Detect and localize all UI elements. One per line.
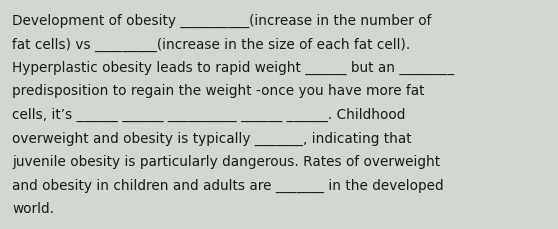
Text: world.: world. <box>12 201 54 215</box>
Text: fat cells) vs _________(increase in the size of each fat cell).: fat cells) vs _________(increase in the … <box>12 37 410 52</box>
Text: Development of obesity __________(increase in the number of: Development of obesity __________(increa… <box>12 14 431 28</box>
Text: juvenile obesity is particularly dangerous. Rates of overweight: juvenile obesity is particularly dangero… <box>12 154 440 168</box>
Text: and obesity in children and adults are _______ in the developed: and obesity in children and adults are _… <box>12 178 444 192</box>
Text: predisposition to regain the weight -once you have more fat: predisposition to regain the weight -onc… <box>12 84 425 98</box>
Text: cells, it’s ______ ______ __________ ______ ______. Childhood: cells, it’s ______ ______ __________ ___… <box>12 108 405 122</box>
Text: Hyperplastic obesity leads to rapid weight ______ but an ________: Hyperplastic obesity leads to rapid weig… <box>12 61 454 75</box>
Text: overweight and obesity is typically _______, indicating that: overweight and obesity is typically ____… <box>12 131 412 145</box>
